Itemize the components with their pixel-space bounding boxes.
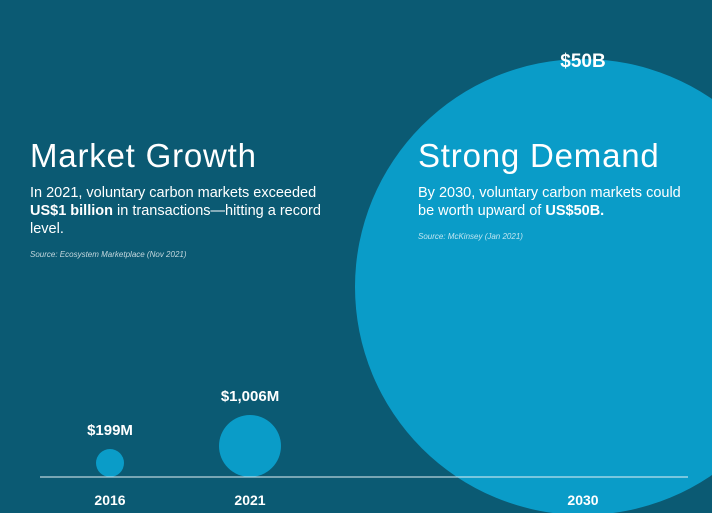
strong-demand-highlight: US$50B. xyxy=(545,203,605,219)
bubble-2030 xyxy=(355,59,712,513)
value-label-2016: $199M xyxy=(87,422,133,439)
bubble-2021 xyxy=(219,415,281,477)
market-growth-text: In 2021, voluntary carbon markets exceed… xyxy=(30,185,321,237)
year-label-2021: 2021 xyxy=(234,492,265,508)
bubble-2016 xyxy=(96,449,124,477)
value-label-2021: $1,006M xyxy=(221,388,279,405)
market-growth-source: Source: Ecosystem Marketplace (Nov 2021) xyxy=(30,250,187,259)
strong-demand-title: Strong Demand xyxy=(418,137,660,174)
strong-demand-panel: Strong Demand By 2030, voluntary carbon … xyxy=(418,136,698,241)
strong-demand-source: Source: McKinsey (Jan 2021) xyxy=(418,232,523,241)
value-label-2030: $50B xyxy=(560,51,605,72)
strong-demand-text: By 2030, voluntary carbon markets could … xyxy=(418,185,681,219)
year-label-2016: 2016 xyxy=(94,492,125,508)
market-growth-panel: Market Growth In 2021, voluntary carbon … xyxy=(30,136,330,259)
market-growth-highlight: US$1 billion xyxy=(30,203,113,219)
year-label-2030: 2030 xyxy=(567,492,598,508)
market-growth-title: Market Growth xyxy=(30,137,257,174)
